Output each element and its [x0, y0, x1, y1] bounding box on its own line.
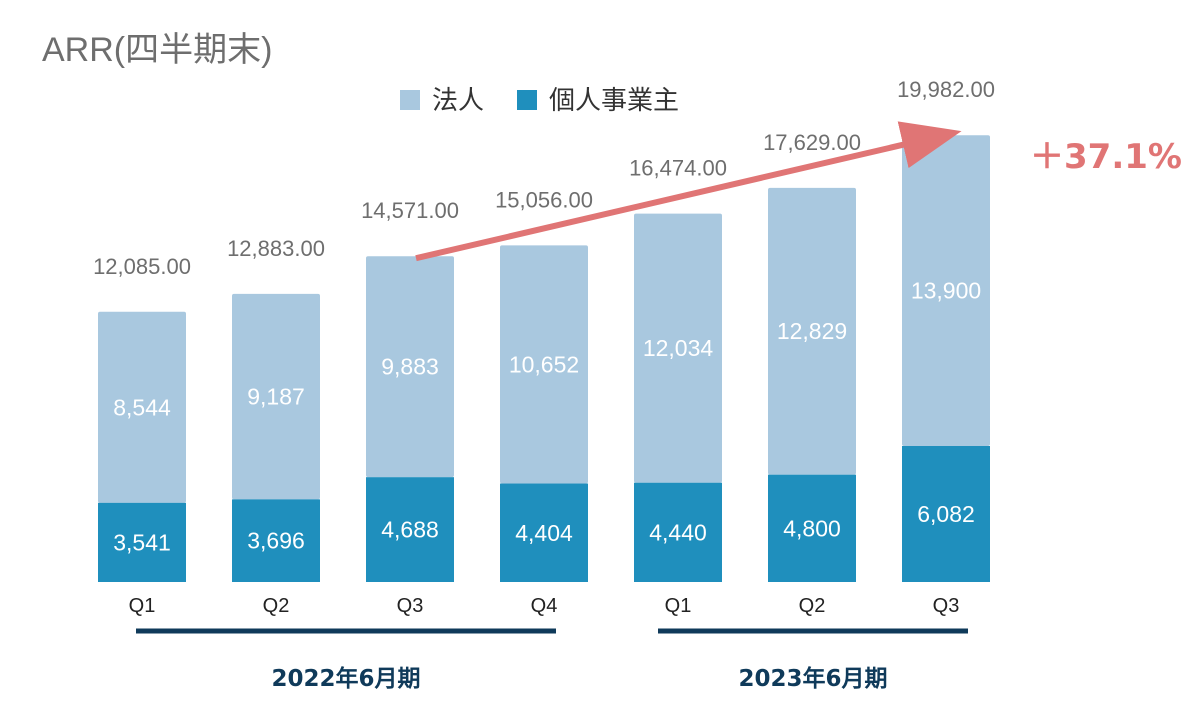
bar-corporate-7: [902, 135, 990, 447]
label-corporate-3: 9,883: [381, 354, 439, 380]
label-personal-5: 4,440: [649, 519, 707, 545]
growth-arrow: [415, 121, 962, 262]
bar-corporate-3: [366, 256, 454, 478]
growth-label: ＋37.1%: [1030, 137, 1182, 177]
chart-title: ARR(四半期末): [42, 31, 273, 69]
label-corporate-5: 12,034: [643, 335, 714, 361]
label-total-1: 12,085.00: [93, 254, 191, 279]
x-tick-3: Q3: [397, 595, 424, 617]
label-corporate-7: 13,900: [911, 278, 981, 304]
bar-personal-2: [232, 499, 320, 582]
x-tick-6: Q2: [799, 595, 826, 617]
bar-personal-4: [500, 483, 588, 582]
period-label-1: 2022年6月期: [271, 665, 420, 692]
label-personal-4: 4,404: [515, 520, 573, 546]
bar-corporate-4: [500, 245, 588, 484]
label-total-6: 17,629.00: [763, 130, 861, 155]
x-tick-2: Q2: [263, 595, 290, 617]
bar-corporate-2: [232, 293, 320, 500]
bar-personal-1: [98, 502, 186, 582]
labels: 8,544 3,541 12,085.00 Q1 9,187 3,696 12,883.00…: [93, 77, 995, 617]
x-tick-5: Q1: [665, 595, 692, 617]
legend-label-2: 個人事業主: [549, 86, 679, 116]
label-total-3: 14,571.00: [361, 198, 459, 223]
period-groups: 2022年6月期 2023年6月期: [136, 628, 968, 692]
bar-personal-6: [768, 474, 856, 582]
label-personal-6: 4,800: [783, 515, 841, 541]
label-total-7: 19,982.00: [897, 77, 995, 102]
growth-annotation: ＋37.1%: [415, 121, 1182, 262]
label-total-2: 12,883.00: [227, 236, 325, 261]
label-personal-1: 3,541: [113, 529, 171, 555]
label-corporate-4: 10,652: [509, 351, 579, 377]
label-personal-7: 6,082: [917, 501, 975, 527]
label-total-4: 15,056.00: [495, 187, 593, 212]
legend-label-1: 法人: [432, 86, 484, 116]
legend-swatch-2: [517, 90, 537, 110]
label-personal-3: 4,688: [381, 517, 439, 543]
bar-personal-3: [366, 477, 454, 582]
label-personal-2: 3,696: [247, 528, 305, 554]
bar-corporate-1: [98, 311, 186, 503]
period-label-2: 2023年6月期: [738, 665, 887, 692]
legend-swatch-1: [400, 90, 420, 110]
bar-corporate-5: [634, 213, 722, 483]
bar-personal-5: [634, 482, 722, 582]
bars: [98, 135, 990, 582]
bar-personal-7: [902, 446, 990, 582]
label-corporate-1: 8,544: [113, 394, 171, 420]
legend: 法人 個人事業主: [400, 86, 679, 116]
x-tick-1: Q1: [129, 595, 156, 617]
label-corporate-2: 9,187: [247, 384, 305, 410]
bar-corporate-6: [768, 187, 856, 475]
x-tick-4: Q4: [531, 595, 558, 617]
x-tick-7: Q3: [933, 595, 960, 617]
label-corporate-6: 12,829: [777, 318, 847, 344]
label-total-5: 16,474.00: [629, 156, 727, 181]
